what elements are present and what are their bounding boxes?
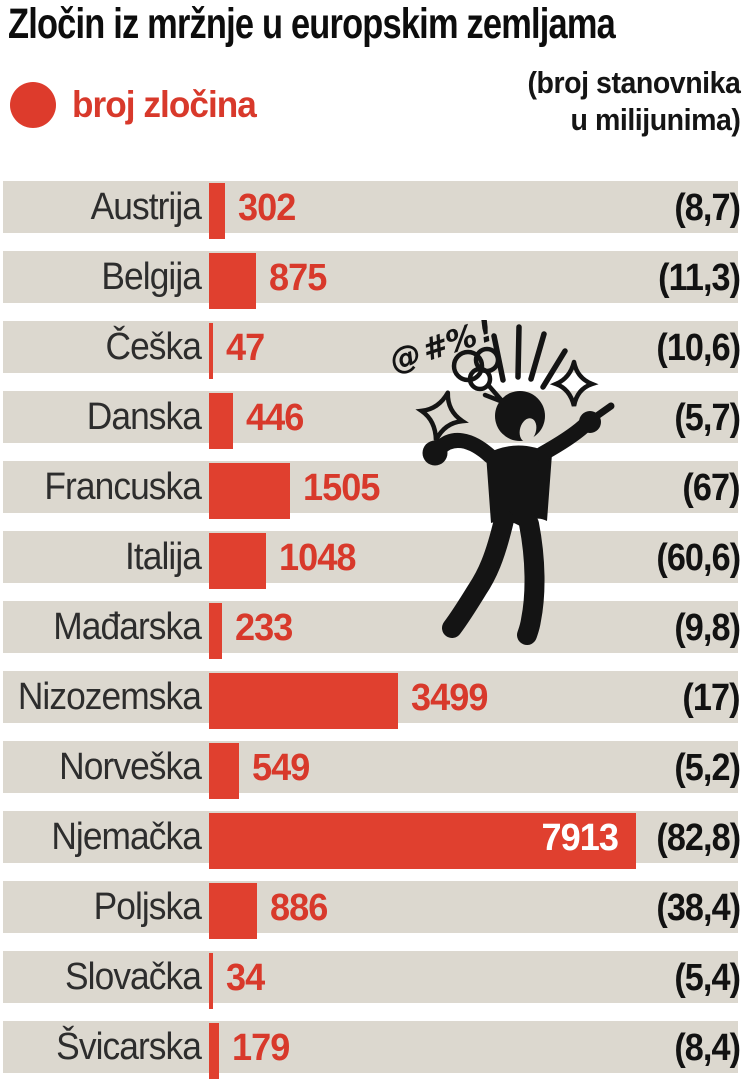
population-value: (8,4) (674, 1027, 741, 1069)
crime-bar (209, 673, 398, 729)
country-row: Njemačka 7913 (82,8) (0, 811, 744, 869)
country-label: Austrija (90, 186, 202, 228)
country-label: Mađarska (53, 606, 202, 648)
country-row: Francuska 1505 (67) (0, 461, 744, 519)
row-band (3, 601, 738, 653)
crime-bar (209, 883, 257, 939)
row-band (3, 181, 738, 233)
crime-bar (209, 323, 213, 379)
legend-dot-icon (10, 82, 56, 128)
anger-sparkle-right-icon (549, 359, 599, 407)
row-band (3, 321, 738, 373)
crime-count: 233 (235, 607, 293, 649)
population-value: (60,6) (656, 537, 741, 579)
country-row: Slovačka 34 (5,4) (0, 951, 744, 1009)
country-label: Italija (125, 536, 202, 578)
row-band (3, 531, 738, 583)
page-title: Zločin iz mržnje u europskim zemljama (8, 0, 616, 48)
country-row: Švicarska 179 (8,4) (0, 1021, 744, 1079)
crime-count: 875 (269, 257, 327, 299)
country-row: Belgija 875 (11,3) (0, 251, 744, 309)
crime-count: 34 (226, 957, 265, 999)
population-value: (11,3) (657, 257, 741, 299)
population-value: (17) (682, 677, 741, 719)
crime-bar (209, 743, 239, 799)
crime-bar (209, 183, 225, 239)
crime-count: 549 (252, 747, 310, 789)
crime-count: 179 (232, 1027, 290, 1069)
population-note-line2: u milijunima) (570, 102, 740, 138)
crime-count: 1505 (303, 467, 380, 509)
row-band (3, 461, 738, 513)
crime-bar (209, 603, 222, 659)
person-mouth (519, 418, 537, 442)
anger-sparkle-left-icon (415, 390, 469, 442)
population-value: (9,8) (674, 607, 741, 649)
crime-bar (209, 813, 636, 869)
person-fist (422, 440, 448, 466)
person-arm-left (432, 433, 498, 464)
country-label: Poljska (93, 886, 202, 928)
country-row: Norveška 549 (5,2) (0, 741, 744, 799)
country-label: Francuska (44, 466, 202, 508)
shock-rays-icon (491, 324, 568, 390)
population-value: (82,8) (656, 817, 741, 859)
crime-count: 1048 (279, 537, 356, 579)
person-leg-left (442, 510, 514, 638)
crime-count: 446 (246, 397, 304, 439)
row-band (3, 951, 738, 1003)
population-note: (broj stanovnika u milijunima) (527, 64, 740, 138)
row-band (3, 251, 738, 303)
person-leg-right (517, 514, 545, 645)
country-label: Danska (86, 396, 202, 438)
country-label: Norveška (59, 746, 202, 788)
crime-bar (209, 463, 290, 519)
population-note-line1: (broj stanovnika (527, 65, 740, 100)
row-band (3, 1021, 738, 1073)
country-label: Njemačka (51, 816, 202, 858)
country-label: Belgija (101, 256, 202, 298)
crime-bar (209, 533, 266, 589)
population-value: (5,2) (674, 747, 741, 789)
row-band (3, 741, 738, 793)
crime-count: 886 (270, 887, 328, 929)
country-row: Češka 47 (10,6) (0, 321, 744, 379)
population-value: (38,4) (656, 887, 741, 929)
country-row: Austrija 302 (8,7) (0, 181, 744, 239)
country-row: Italija 1048 (60,6) (0, 531, 744, 589)
population-value: (8,7) (674, 187, 741, 229)
person-arm-right (534, 418, 592, 462)
person-finger (590, 402, 615, 422)
crime-bar (209, 393, 233, 449)
crime-count: 47 (226, 327, 265, 369)
crime-bar (209, 1023, 219, 1079)
row-band (3, 391, 738, 443)
country-label: Slovačka (65, 956, 202, 998)
country-label: Nizozemska (17, 676, 202, 718)
legend-label: broj zločina (72, 84, 257, 125)
country-label: Švicarska (56, 1026, 202, 1068)
crime-count: 302 (238, 187, 296, 229)
population-value: (5,4) (674, 957, 741, 999)
row-band (3, 881, 738, 933)
crime-count: 3499 (411, 677, 488, 719)
person-torso (486, 445, 552, 528)
country-label: Češka (105, 326, 201, 368)
crime-count: 7913 (541, 817, 618, 859)
angry-person-illustration: @#%! (390, 320, 615, 645)
country-row: Nizozemska 3499 (17) (0, 671, 744, 729)
population-value: (5,7) (674, 397, 741, 439)
population-value: (67) (682, 467, 741, 509)
crime-bar (209, 253, 256, 309)
population-value: (10,6) (656, 327, 741, 369)
country-row: Mađarska 233 (9,8) (0, 601, 744, 659)
country-row: Danska 446 (5,7) (0, 391, 744, 449)
country-row: Poljska 886 (38,4) (0, 881, 744, 939)
crime-bar (209, 953, 213, 1009)
